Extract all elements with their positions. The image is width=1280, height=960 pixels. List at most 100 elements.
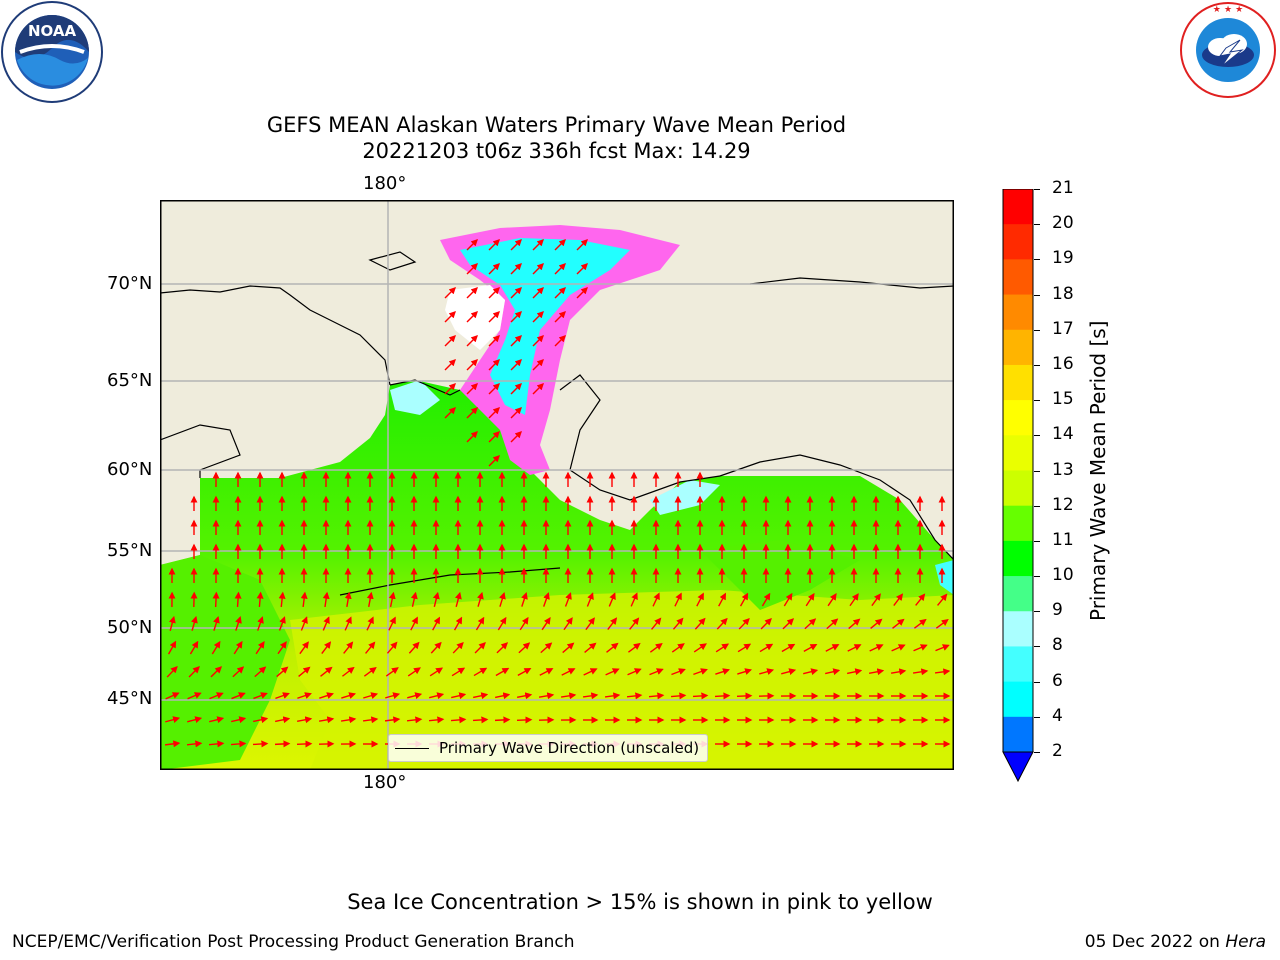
- wave-arrow: [444, 383, 456, 395]
- wave-arrow: [847, 644, 862, 652]
- wave-arrow: [539, 668, 554, 676]
- wave-arrow: [671, 643, 685, 653]
- wave-arrow: [913, 644, 928, 652]
- wave-arrow: [466, 239, 478, 251]
- wave-arrow: [444, 287, 456, 299]
- colorbar-tick-label: 10: [1052, 565, 1074, 586]
- wave-arrow: [554, 287, 566, 299]
- wave-arrow: [761, 592, 771, 607]
- wave-arrow: [517, 667, 532, 676]
- wave-arrow: [187, 692, 202, 700]
- wave-arrow: [532, 239, 544, 251]
- wave-arrow: [451, 692, 467, 700]
- colorbar-tick-mark: [1034, 540, 1040, 542]
- footer-credit: NCEP/EMC/Verification Post Processing Pr…: [12, 932, 575, 952]
- wave-arrow: [715, 668, 730, 675]
- wave-arrow: [234, 591, 242, 608]
- wave-arrow: [189, 640, 199, 655]
- wave-arrow: [341, 692, 357, 699]
- wave-arrow: [488, 383, 500, 395]
- wave-arrow: [444, 311, 456, 323]
- wave-arrow: [516, 716, 533, 724]
- wave-arrow: [736, 692, 753, 700]
- colorbar-tick-mark: [1034, 716, 1040, 718]
- chart-title-line1: GEFS MEAN Alaskan Waters Primary Wave Me…: [266, 113, 847, 137]
- wave-arrow: [803, 643, 818, 652]
- wave-arrow: [297, 692, 312, 699]
- wave-arrow: [582, 692, 599, 700]
- wave-arrow: [937, 593, 948, 606]
- wave-arrow: [340, 716, 357, 724]
- wave-arrow: [213, 615, 220, 631]
- wave-arrow: [561, 668, 576, 676]
- wave-arrow: [466, 335, 478, 347]
- wave-arrow: [255, 641, 265, 655]
- wave-arrow: [388, 591, 396, 607]
- wave-arrow: [554, 335, 566, 347]
- wave-arrow: [253, 692, 268, 700]
- wave-arrow: [649, 668, 664, 676]
- wave-arrow: [759, 643, 774, 653]
- wave-arrow: [803, 668, 819, 676]
- wave-arrow: [715, 643, 730, 653]
- wave-arrow: [607, 617, 618, 631]
- colorbar-tick-label: 11: [1052, 529, 1074, 550]
- wave-arrow: [532, 287, 544, 299]
- wave-arrow: [648, 692, 665, 700]
- wave-arrow: [915, 593, 926, 606]
- cook-inlet-ice: [650, 480, 720, 515]
- footer-date: 05 Dec 2022 on Hera: [1085, 932, 1266, 952]
- wave-direction-arrows: [164, 239, 951, 748]
- colorbar-tick-label: 8: [1052, 635, 1063, 656]
- wave-arrow: [805, 592, 815, 607]
- wave-arrow: [738, 617, 750, 630]
- wave-arrow: [672, 617, 684, 630]
- wave-arrow: [254, 666, 267, 678]
- wave-arrow: [208, 740, 225, 748]
- wave-arrow: [914, 618, 927, 629]
- wave-arrow: [278, 591, 286, 608]
- wave-arrow: [564, 592, 572, 607]
- wave-arrow: [253, 716, 269, 724]
- colorbar: [1002, 188, 1034, 783]
- wave-arrow: [560, 692, 577, 700]
- wave-arrow: [782, 618, 795, 630]
- wave-arrow: [870, 618, 883, 629]
- wave-arrow: [848, 618, 861, 630]
- colorbar-tick-mark: [1034, 646, 1040, 648]
- colorbar-segment: [1003, 540, 1033, 577]
- wave-arrow: [608, 592, 616, 607]
- colorbar-segment: [1003, 364, 1033, 401]
- wave-arrow: [232, 666, 245, 678]
- colorbar-tick-label: 20: [1052, 213, 1074, 234]
- wave-arrow: [488, 335, 500, 347]
- wave-arrow: [474, 642, 486, 654]
- wave-arrow: [893, 593, 904, 607]
- colorbar-ticks: 21 20 19 18 17 16 15 14 13 12 11 10 9 8 6 4 2: [1034, 0, 1094, 960]
- wave-arrow: [554, 239, 566, 251]
- wave-arrow: [737, 668, 753, 675]
- wave-arrow: [521, 592, 528, 607]
- colorbar-tick-mark: [1034, 400, 1040, 402]
- wave-arrow: [827, 593, 837, 607]
- colorbar-tick-label: 15: [1052, 389, 1074, 410]
- wave-arrow: [167, 640, 177, 655]
- wave-arrow: [430, 641, 442, 654]
- wave-arrow: [510, 239, 522, 251]
- wave-arrow: [825, 668, 841, 676]
- wave-arrow: [494, 716, 511, 724]
- wave-arrow: [188, 666, 200, 678]
- wave-arrow: [604, 692, 621, 700]
- norton-sound-ice: [390, 380, 440, 415]
- wave-arrow: [321, 641, 332, 655]
- wave-arrow: [212, 591, 220, 608]
- wave-arrow: [519, 616, 529, 631]
- wave-arrow: [543, 592, 550, 607]
- wave-arrow: [473, 667, 488, 677]
- wave-arrow: [318, 716, 335, 724]
- wave-arrow: [497, 616, 507, 631]
- colorbar-tick-mark: [1034, 329, 1040, 331]
- wave-arrow: [165, 716, 181, 723]
- colorbar-segment: [1003, 611, 1033, 647]
- western-green-patch: [160, 555, 290, 770]
